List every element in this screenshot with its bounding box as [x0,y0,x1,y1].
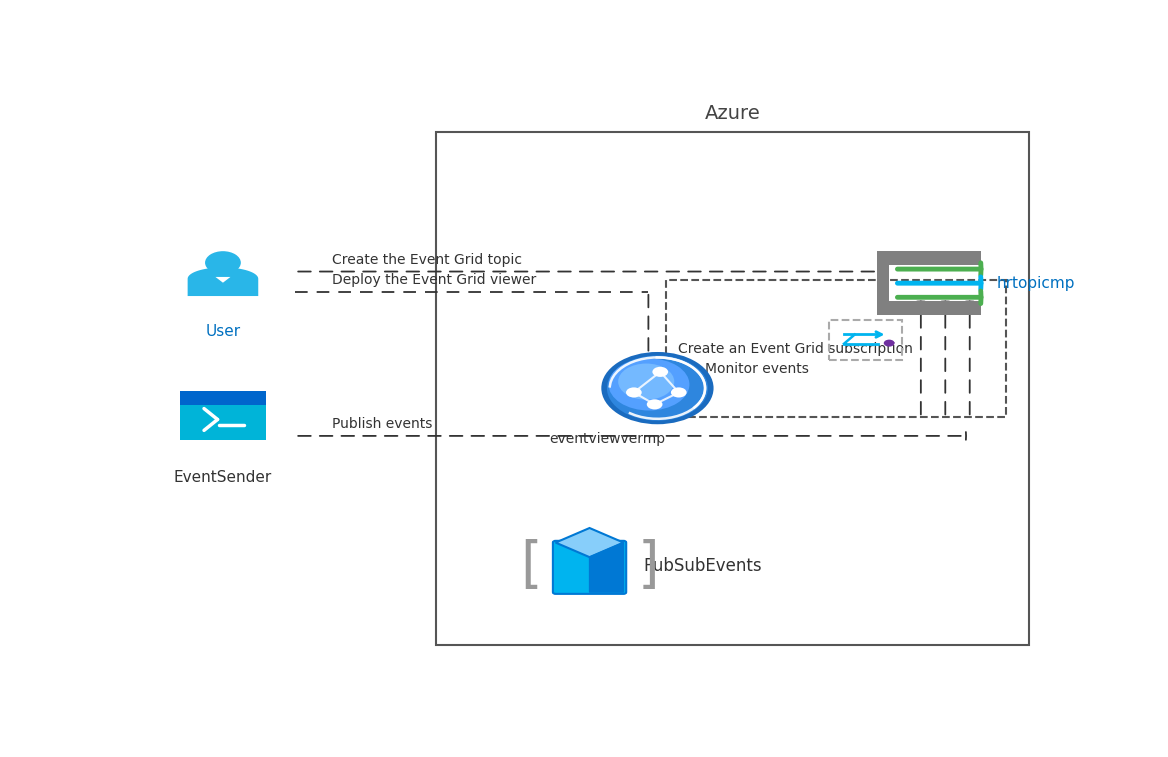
Circle shape [626,388,641,397]
Text: Publish events: Publish events [332,417,432,431]
Circle shape [653,367,668,377]
Text: ]: ] [638,539,659,593]
Text: Azure: Azure [704,104,760,123]
Polygon shape [590,543,624,592]
Circle shape [602,352,714,424]
Circle shape [670,388,687,397]
FancyBboxPatch shape [877,251,981,265]
FancyBboxPatch shape [552,540,626,594]
Text: eventviewvermp: eventviewvermp [550,431,666,446]
Polygon shape [215,277,230,282]
Text: hrtopicmp: hrtopicmp [997,276,1076,291]
Text: User: User [206,324,241,339]
Circle shape [618,363,674,400]
Circle shape [607,356,708,421]
Text: Deploy the Event Grid viewer: Deploy the Event Grid viewer [332,273,536,287]
Text: PubSubEvents: PubSubEvents [644,557,763,575]
Text: Create the Event Grid topic: Create the Event Grid topic [332,253,522,267]
Circle shape [609,359,689,410]
FancyBboxPatch shape [180,391,266,404]
Text: Monitor events: Monitor events [705,363,809,376]
Circle shape [647,399,662,410]
FancyBboxPatch shape [180,391,266,441]
Polygon shape [188,267,258,296]
Text: Create an Event Grid subscription: Create an Event Grid subscription [679,342,913,356]
FancyBboxPatch shape [877,265,890,301]
Polygon shape [556,528,624,557]
Circle shape [884,340,895,347]
Text: [: [ [520,539,542,593]
FancyBboxPatch shape [877,301,981,315]
Text: EventSender: EventSender [174,469,272,484]
Circle shape [206,251,241,274]
